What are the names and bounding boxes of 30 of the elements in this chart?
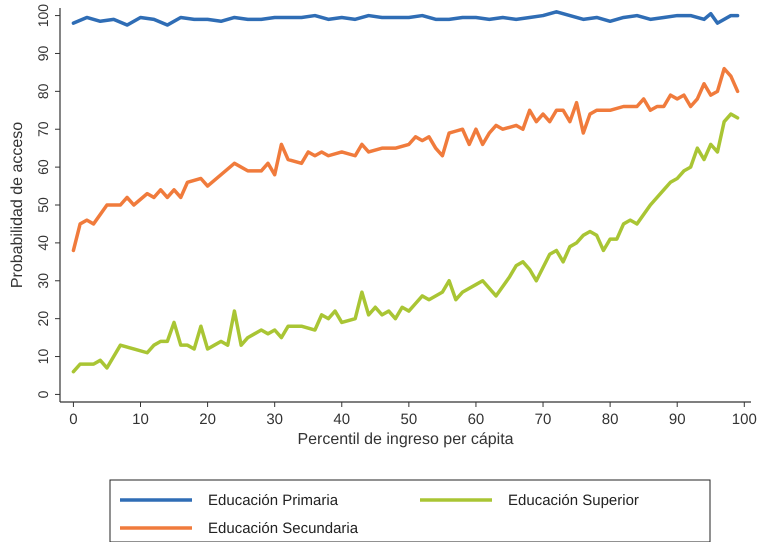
x-tick-label: 60 — [468, 411, 484, 428]
line-series — [72, 10, 740, 27]
line-series — [72, 66, 740, 252]
legend-label: Educación Primaria — [208, 492, 339, 509]
y-tick-label: 10 — [35, 348, 51, 364]
y-tick-label: 20 — [35, 310, 51, 326]
y-tick-label: 40 — [35, 234, 51, 251]
y-axis-title: Probabilidad de acceso — [9, 122, 26, 288]
y-tick-label: 100 — [35, 4, 51, 28]
x-tick-label: 80 — [602, 411, 618, 428]
y-tick-label: 70 — [35, 121, 51, 138]
y-tick-label: 90 — [35, 45, 51, 62]
x-tick-label: 0 — [69, 411, 78, 428]
legend-label: Educación Secundaria — [208, 520, 359, 537]
x-tick-label: 70 — [534, 411, 552, 428]
x-tick-label: 90 — [668, 411, 686, 428]
y-tick-label: 30 — [35, 272, 51, 289]
y-tick-label: 80 — [35, 83, 51, 100]
y-tick-label: 0 — [35, 390, 51, 398]
x-tick-label: 30 — [266, 411, 284, 428]
legend-label: Educación Superior — [508, 492, 639, 509]
x-tick-label: 40 — [333, 411, 350, 428]
x-tick-label: 50 — [400, 411, 418, 428]
x-tick-label: 10 — [132, 411, 149, 428]
x-axis-title: Percentil de ingreso per cápita — [297, 431, 514, 448]
line-series — [72, 112, 740, 374]
y-tick-label: 50 — [35, 197, 51, 213]
y-tick-label: 60 — [35, 159, 51, 175]
x-tick-label: 20 — [199, 411, 216, 428]
x-tick-label: 100 — [732, 411, 757, 428]
